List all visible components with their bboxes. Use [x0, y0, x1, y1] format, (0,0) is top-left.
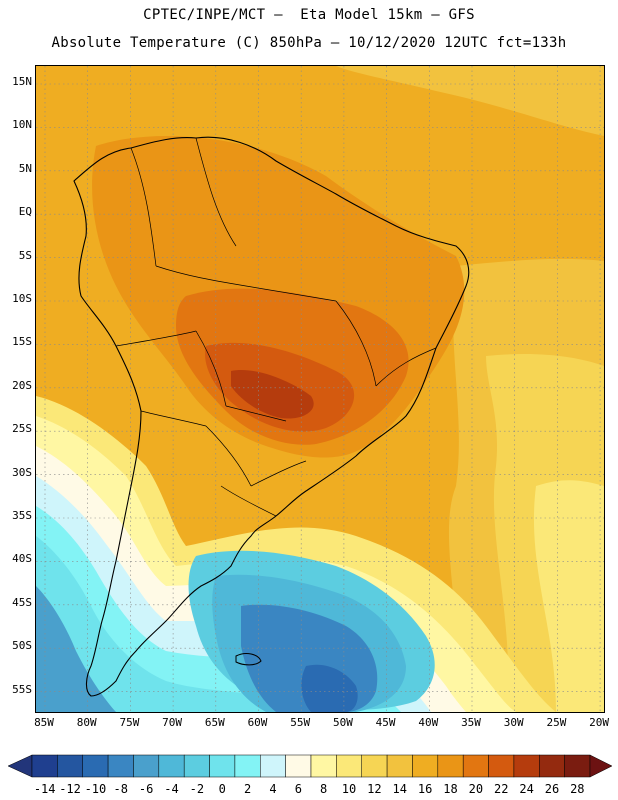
- temperature-map-canvas: [36, 66, 604, 712]
- lat-label-35s: 35S: [12, 509, 32, 522]
- south-america-coastline: [73, 136, 470, 697]
- colorbar-box-2: [82, 754, 109, 778]
- colorbar-label: 20: [468, 782, 484, 796]
- colorbar-label: 18: [443, 782, 458, 796]
- lat-label-5s: 5S: [18, 248, 32, 262]
- colorbar-box-7: [209, 754, 236, 778]
- colorbar-box-20: [539, 754, 565, 778]
- colorbar-label: 28: [570, 782, 585, 796]
- lon-label-85w: 85W: [34, 716, 54, 729]
- lat-label-15s: 15S: [12, 335, 32, 349]
- colorbar-box-5: [158, 754, 185, 778]
- colorbar-label: 14: [392, 782, 407, 796]
- field-cold-pool-n10-n8: [301, 664, 358, 712]
- lat-label-25s: 25S: [12, 422, 32, 436]
- colorbar-label: 26: [544, 782, 560, 796]
- colorbar-box-12: [336, 754, 362, 778]
- colorbar-box-17: [462, 754, 489, 778]
- lon-label-35w: 35W: [461, 716, 481, 729]
- colorbar-box-15: [412, 754, 439, 778]
- colorbar-label: -10: [84, 782, 107, 796]
- colorbar-box-3: [107, 754, 134, 778]
- lon-label-75w: 75W: [119, 716, 140, 729]
- field-atlantic-10-12: [533, 480, 604, 712]
- lat-label-30s: 30S: [12, 465, 32, 479]
- colorbar-box-21: [564, 754, 591, 778]
- lon-label-25w: 25W: [546, 716, 567, 729]
- colorbar-box-16: [437, 754, 464, 778]
- field-north-14-16: [336, 66, 604, 136]
- field-south-0-2: [36, 536, 341, 712]
- colorbar-box-13: [361, 754, 388, 778]
- falkland-islands: [235, 653, 262, 666]
- lon-label-20w: 20W: [589, 716, 610, 729]
- colorbar-label: 6: [294, 782, 302, 796]
- colorbar-label: -2: [189, 782, 205, 796]
- colorbar-box-0: [31, 754, 58, 778]
- colorbar-label: 4: [269, 782, 277, 796]
- lon-label-40w: 40W: [418, 716, 439, 729]
- colorbar-over-arrow: [589, 754, 613, 778]
- map-title-line-1: CPTEC/INPE/MCT — Eta Model 15km — GFS: [143, 7, 475, 23]
- colorbar-box-19: [513, 754, 540, 778]
- temperature-map: [35, 65, 605, 713]
- colorbar-label: -4: [164, 782, 179, 796]
- lon-label-80w: 80W: [76, 716, 97, 729]
- lon-label-55w: 55W: [290, 716, 311, 729]
- lat-label-eq: EQ: [18, 205, 32, 219]
- colorbar: [7, 754, 613, 778]
- lat-label-55s: 55S: [12, 682, 32, 696]
- colorbar-box-9: [260, 754, 286, 778]
- lat-lon-grid: [36, 66, 604, 712]
- colorbar-box-11: [310, 754, 337, 778]
- colorbar-box-14: [386, 754, 413, 778]
- colorbar-label: -8: [113, 782, 128, 796]
- colorbar-box-6: [183, 754, 210, 778]
- field-sw-pacific-n6-n4: [36, 586, 116, 712]
- lat-label-15n: 15N: [12, 75, 32, 88]
- country-borders: [115, 137, 437, 517]
- colorbar-label: 12: [367, 782, 382, 796]
- colorbar-box-18: [488, 754, 515, 778]
- colorbar-label: 0: [218, 782, 226, 796]
- lon-label-45w: 45W: [375, 716, 396, 729]
- colorbar-label: 2: [243, 782, 252, 796]
- colorbar-label: 24: [519, 782, 534, 796]
- lon-label-65w: 65W: [204, 716, 225, 729]
- colorbar-under-arrow: [7, 754, 33, 778]
- lon-label-60w: 60W: [247, 716, 268, 729]
- field-core-24-26: [231, 370, 314, 419]
- colorbar-box-4: [133, 754, 160, 778]
- colorbar-box-1: [57, 754, 83, 778]
- colorbar-label: 22: [493, 782, 509, 796]
- lon-label-50w: 50W: [332, 716, 353, 729]
- colorbar-label: -14: [33, 782, 56, 796]
- lat-label-45s: 45S: [12, 595, 32, 609]
- map-title-line-2: Absolute Temperature (C) 850hPa — 10/12/…: [51, 35, 567, 51]
- colorbar-box-8: [234, 754, 261, 778]
- lon-label-30w: 30W: [503, 716, 524, 729]
- colorbar-label: 16: [417, 782, 433, 796]
- colorbar-box-10: [285, 754, 312, 778]
- lat-label-20s: 20S: [12, 378, 32, 392]
- lat-label-5n: 5N: [18, 161, 32, 175]
- colorbar-label: 8: [320, 782, 328, 796]
- colorbar-label: -12: [59, 782, 81, 796]
- lat-label-40s: 40S: [12, 552, 32, 566]
- lat-label-50s: 50S: [12, 639, 32, 653]
- colorbar-label: -6: [138, 782, 154, 796]
- lat-label-10n: 10N: [12, 118, 32, 132]
- colorbar-label: 10: [341, 782, 357, 796]
- lat-label-10s: 10S: [12, 292, 32, 305]
- lon-label-70w: 70W: [162, 716, 183, 729]
